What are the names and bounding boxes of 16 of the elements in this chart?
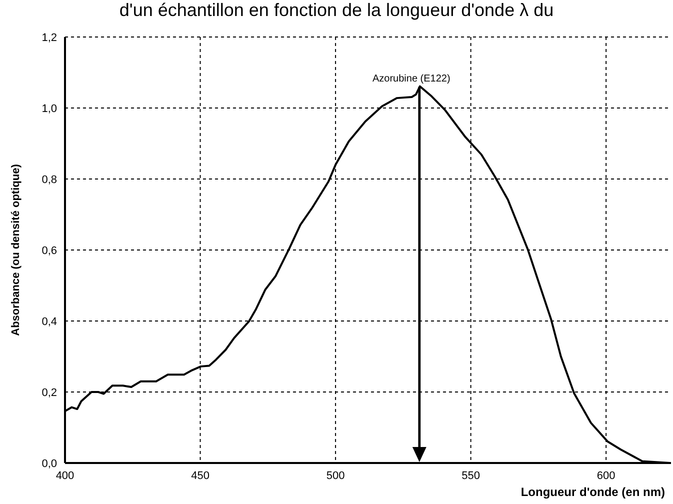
y-tick-label: 1,0 [42,102,57,115]
x-tick-label: 400 [56,470,74,482]
x-tick-label: 550 [462,470,480,482]
y-tick-label: 0,0 [42,458,57,470]
chart-title: d'un échantillon en fonction de la longueur d'onde λ du [118,0,555,20]
y-tick-label: 0,8 [42,174,57,186]
y-tick-label: 0,6 [42,244,57,257]
y-tick-label: 0,2 [42,386,57,399]
x-axis-title: Longueur d'onde (en nm) [520,485,665,499]
x-tick-label: 600 [596,470,616,482]
y-axis-title: Absorbance (ou densité optique) [10,164,22,336]
y-tick-label: 0,4 [42,316,57,328]
y-tick-label: 1,2 [42,32,57,44]
x-tick-label: 500 [326,470,345,482]
annotation: Azorubine (E122) [372,74,450,85]
x-tick-label: 450 [191,470,210,482]
